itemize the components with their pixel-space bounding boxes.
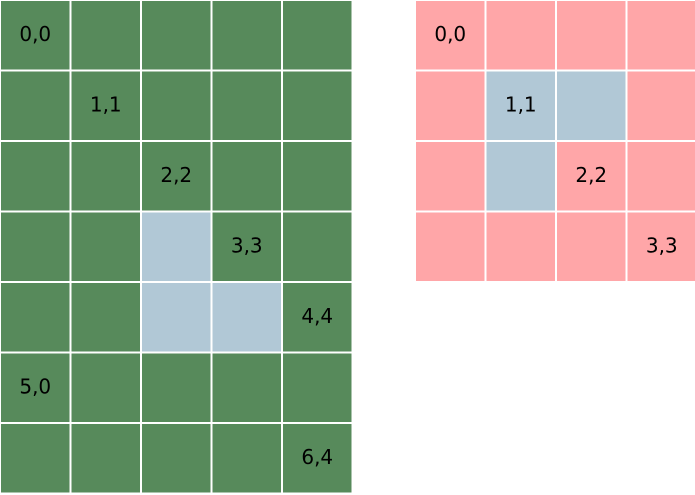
grid-cell [0, 422, 72, 495]
grid-cell [625, 69, 695, 142]
cell-label: 5,0 [19, 374, 51, 398]
grid-cell [140, 210, 213, 283]
grid-cell [69, 281, 142, 354]
grid-cell [484, 69, 557, 142]
grid-cell [69, 422, 142, 495]
grid-cell [69, 210, 142, 283]
grid-cell [281, 140, 354, 213]
grid-cell [140, 351, 213, 424]
grid-cell [281, 422, 354, 495]
grid-cell [281, 351, 354, 424]
grid-cell [484, 140, 557, 213]
grid-cell [0, 210, 72, 283]
cell-label: 2,2 [575, 163, 607, 187]
cell-label: 1,1 [90, 92, 122, 116]
grid-cell [140, 69, 213, 142]
cell-label: 6,4 [301, 445, 333, 469]
grid-cell [281, 281, 354, 354]
grid-cell [0, 140, 72, 213]
grid-cell [625, 140, 695, 213]
grid-cell [0, 281, 72, 354]
grid-cell [414, 69, 487, 142]
grid-cell [555, 210, 628, 283]
grid-cell [210, 69, 283, 142]
grid-cell [69, 69, 142, 142]
grid-cell [625, 210, 695, 283]
grid-cell [140, 0, 213, 72]
cell-label: 2,2 [160, 163, 192, 187]
grid-cell [484, 0, 557, 72]
cell-label: 0,0 [19, 22, 51, 46]
grid-cell [281, 210, 354, 283]
grid-cell [210, 351, 283, 424]
cell-label: 4,4 [301, 304, 333, 328]
grid-cell [414, 210, 487, 283]
grid-cell [210, 281, 283, 354]
cell-label: 1,1 [505, 92, 537, 116]
cell-label: 3,3 [646, 233, 678, 257]
grid-cell [555, 140, 628, 213]
grid-cell [0, 69, 72, 142]
grid-cell [210, 0, 283, 72]
grid-cell [210, 140, 283, 213]
grid-cell [69, 351, 142, 424]
grid-cell [140, 140, 213, 213]
cell-label: 3,3 [231, 233, 263, 257]
grid-cell [69, 0, 142, 72]
grid-cell [414, 0, 487, 72]
grid-cell [555, 0, 628, 72]
grid-cell [281, 69, 354, 142]
grid-cell [555, 69, 628, 142]
grid-cell [625, 0, 695, 72]
cell-label: 0,0 [434, 22, 466, 46]
grid-cell [484, 210, 557, 283]
grid-cell [281, 0, 354, 72]
grid-cell [140, 281, 213, 354]
grid-cell [210, 422, 283, 495]
grid-cell [69, 140, 142, 213]
grid-cell [140, 422, 213, 495]
grid-cell [414, 140, 487, 213]
